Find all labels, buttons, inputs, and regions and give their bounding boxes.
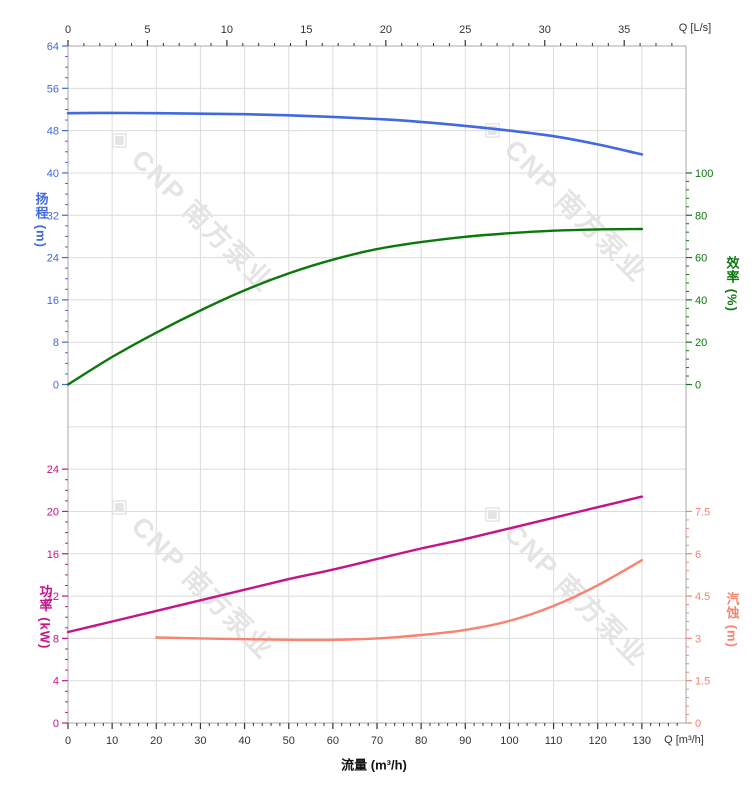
svg-text:8: 8 xyxy=(53,633,59,645)
svg-text:70: 70 xyxy=(371,735,383,747)
svg-text:0: 0 xyxy=(695,380,701,392)
svg-text:110: 110 xyxy=(545,735,563,747)
efficiency-y-axis: 100 80 60 40 20 0 xyxy=(686,168,713,392)
bottom-axis-unit-label: Q [m³/h] xyxy=(664,734,704,746)
top-x-axis: 0 5 10 15 20 25 30 35 xyxy=(65,24,673,46)
power-curve xyxy=(66,495,644,634)
svg-text:80: 80 xyxy=(415,735,427,747)
svg-text:100: 100 xyxy=(500,735,518,747)
svg-text:30: 30 xyxy=(539,24,551,36)
x-axis-title: 流量 (m³/h) xyxy=(341,757,407,773)
svg-text:1.5: 1.5 xyxy=(695,676,710,688)
gridlines xyxy=(68,46,686,723)
svg-text:35: 35 xyxy=(618,24,630,36)
svg-text:20: 20 xyxy=(47,506,59,518)
svg-text:12: 12 xyxy=(47,591,59,603)
svg-text:50: 50 xyxy=(283,735,295,747)
svg-text:30: 30 xyxy=(194,735,206,747)
cnp-logo-watermark: ◈ CNP 南方泵业 xyxy=(103,120,281,298)
svg-text:40: 40 xyxy=(695,295,707,307)
svg-text:5: 5 xyxy=(144,24,150,36)
svg-text:25: 25 xyxy=(459,24,471,36)
svg-text:20: 20 xyxy=(150,735,162,747)
svg-text:8: 8 xyxy=(53,337,59,349)
svg-text:15: 15 xyxy=(300,24,312,36)
npsh-axis-title: 汽蚀 (m) xyxy=(724,592,740,648)
svg-text:16: 16 xyxy=(47,549,59,561)
svg-text:0: 0 xyxy=(53,718,59,730)
svg-text:40: 40 xyxy=(238,735,250,747)
svg-text:0: 0 xyxy=(53,380,59,392)
svg-text:60: 60 xyxy=(695,253,707,265)
svg-text:20: 20 xyxy=(695,337,707,349)
power-axis-title: 功率 (kW) xyxy=(37,584,53,650)
top-axis-unit-label: Q [L/s] xyxy=(678,22,712,34)
svg-text:100: 100 xyxy=(695,168,713,180)
efficiency-curve xyxy=(66,227,644,386)
npsh-curve xyxy=(155,559,644,642)
svg-text:48: 48 xyxy=(47,126,59,138)
svg-text:24: 24 xyxy=(47,464,59,476)
svg-text:60: 60 xyxy=(327,735,339,747)
svg-text:130: 130 xyxy=(633,735,651,747)
svg-text:3: 3 xyxy=(695,633,701,645)
svg-text:90: 90 xyxy=(459,735,471,747)
svg-text:7.5: 7.5 xyxy=(695,506,710,518)
svg-text:10: 10 xyxy=(106,735,118,747)
svg-text:64: 64 xyxy=(47,41,59,53)
npsh-y-axis: 7.5 6 4.5 3 1.5 0 xyxy=(686,506,710,730)
svg-text:80: 80 xyxy=(695,210,707,222)
svg-text:32: 32 xyxy=(47,210,59,222)
head-y-axis: 64 56 48 40 32 24 16 8 0 xyxy=(47,41,68,392)
svg-text:24: 24 xyxy=(47,253,59,265)
svg-text:20: 20 xyxy=(380,24,392,36)
svg-text:40: 40 xyxy=(47,168,59,180)
efficiency-axis-title: 效率 (%) xyxy=(724,256,740,312)
bottom-x-axis: 0 10 20 30 40 50 60 70 80 90 100 110 120 130 xyxy=(65,723,678,747)
svg-text:0: 0 xyxy=(65,24,71,36)
head-axis-title: 扬程 (m) xyxy=(33,192,49,248)
svg-text:56: 56 xyxy=(47,83,59,95)
cnp-logo-watermark: ◈ CNP 南方泵业 xyxy=(476,494,654,672)
power-y-axis: 24 20 16 12 8 4 0 xyxy=(47,464,68,730)
curves xyxy=(66,111,644,642)
svg-text:0: 0 xyxy=(65,735,71,747)
svg-text:0: 0 xyxy=(695,718,701,730)
svg-text:120: 120 xyxy=(589,735,607,747)
svg-text:16: 16 xyxy=(47,295,59,307)
svg-text:4.5: 4.5 xyxy=(695,591,710,603)
svg-text:4: 4 xyxy=(53,676,59,688)
head-curve xyxy=(66,111,644,156)
svg-text:10: 10 xyxy=(221,24,233,36)
svg-text:6: 6 xyxy=(695,549,701,561)
brand-watermarks: ◈ CNP 南方泵业 ◈ CNP 南方泵业◈ CNP 南方泵业 ◈ CNP 南方泵业 xyxy=(103,110,654,672)
